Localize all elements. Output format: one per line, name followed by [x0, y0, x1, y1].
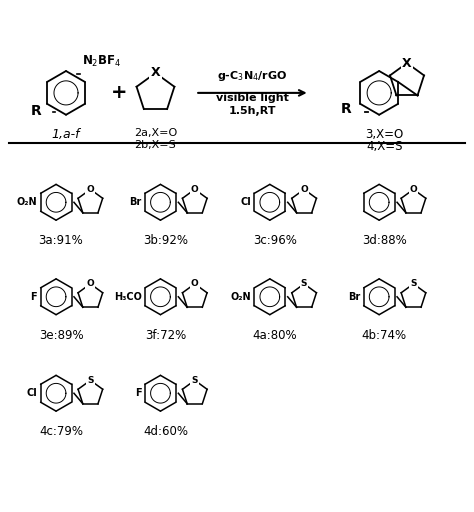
Text: 3e:89%: 3e:89% — [39, 329, 83, 342]
Text: S: S — [410, 280, 417, 288]
Text: S: S — [301, 280, 307, 288]
Text: F: F — [135, 388, 142, 398]
Text: S: S — [191, 376, 198, 385]
Text: Cl: Cl — [240, 197, 251, 207]
Text: S: S — [87, 376, 94, 385]
Text: 2a,X=O: 2a,X=O — [134, 127, 177, 138]
Text: O₂N: O₂N — [230, 292, 251, 302]
Text: 3c:96%: 3c:96% — [253, 234, 297, 247]
Text: 1,a-f: 1,a-f — [52, 127, 80, 141]
Text: Br: Br — [129, 197, 142, 207]
Text: X: X — [402, 56, 412, 70]
Text: Br: Br — [348, 292, 360, 302]
Text: X: X — [151, 67, 160, 79]
Text: O₂N: O₂N — [17, 197, 37, 207]
Text: 2b,X=S: 2b,X=S — [135, 140, 176, 150]
Text: F: F — [30, 292, 37, 302]
Text: 3f:72%: 3f:72% — [145, 329, 186, 342]
Text: Cl: Cl — [27, 388, 37, 398]
Text: O: O — [191, 280, 199, 288]
Text: 4a:80%: 4a:80% — [253, 329, 297, 342]
Text: R: R — [30, 104, 41, 118]
Text: 3,X=O: 3,X=O — [365, 127, 403, 141]
Text: R: R — [341, 102, 351, 116]
Text: O: O — [87, 280, 94, 288]
Text: 3b:92%: 3b:92% — [143, 234, 188, 247]
Text: O: O — [191, 185, 199, 194]
Text: 4d:60%: 4d:60% — [143, 425, 188, 438]
Text: 3a:91%: 3a:91% — [39, 234, 83, 247]
Text: O: O — [300, 185, 308, 194]
Text: H₃CO: H₃CO — [114, 292, 142, 302]
Text: O: O — [410, 185, 417, 194]
Text: 1.5h,RT: 1.5h,RT — [228, 106, 276, 116]
Text: 4,X=S: 4,X=S — [366, 140, 402, 153]
Text: 4c:79%: 4c:79% — [39, 425, 83, 438]
Text: N$_2$BF$_4$: N$_2$BF$_4$ — [82, 54, 121, 69]
Text: 3d:88%: 3d:88% — [362, 234, 407, 247]
Text: O: O — [87, 185, 94, 194]
Text: 4b:74%: 4b:74% — [362, 329, 407, 342]
Text: visible light: visible light — [216, 93, 289, 103]
Text: g-C$_3$N$_4$/rGO: g-C$_3$N$_4$/rGO — [217, 69, 288, 83]
Text: +: + — [110, 83, 127, 102]
